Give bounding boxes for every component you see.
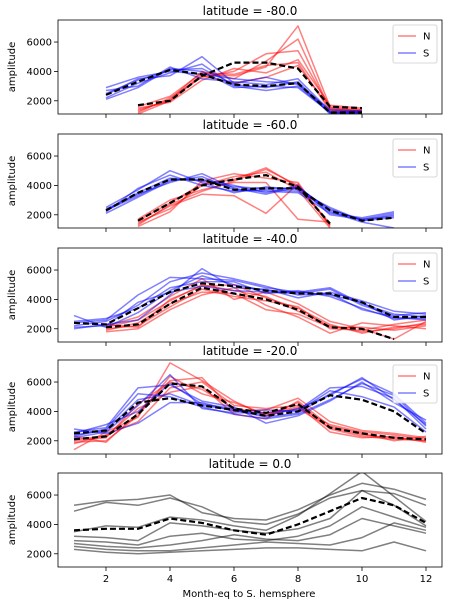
mean-line-0 (105, 286, 395, 341)
x-axis-label: Month-eq to S. hemsphere (183, 589, 316, 600)
series-line-N-4 (137, 183, 331, 226)
series-line-S-8 (105, 169, 395, 228)
y-tick-label: 2000 (27, 96, 52, 107)
mean-line-0 (73, 496, 427, 536)
plot-frame (57, 359, 443, 455)
chart-title: latitude = -60.0 (203, 118, 298, 132)
chart-title: latitude = -20.0 (203, 344, 298, 358)
series-line-N-3 (73, 381, 427, 445)
y-tick-label: 4000 (27, 67, 52, 78)
legend: NS (392, 252, 438, 292)
legend: NS (392, 364, 438, 404)
series-line-eq-1 (73, 489, 427, 526)
y-tick-label: 2000 (27, 436, 52, 447)
y-tick-label: 6000 (27, 266, 52, 277)
series-line-eq-5 (73, 517, 427, 549)
chart-panel-1: latitude = -60.0 amplitude 2000 4000 6000 NS (7, 118, 443, 232)
y-tick-label: 6000 (27, 38, 52, 49)
y-tick-label: 4000 (27, 407, 52, 418)
x-tick-label: 8 (295, 574, 301, 585)
series-line-S-10 (73, 382, 427, 438)
chart-title: latitude = -80.0 (203, 4, 298, 18)
mean-line-1 (105, 68, 362, 114)
series-line-N-0 (137, 168, 331, 226)
series-line-eq-3 (73, 489, 427, 542)
y-axis-label: amplitude (7, 156, 18, 207)
mean-line-0 (137, 173, 331, 225)
series-line-N-2 (105, 286, 427, 334)
legend-label-S: S (423, 49, 429, 60)
y-axis-label: amplitude (7, 495, 18, 546)
series-line-eq-7 (73, 541, 427, 555)
series-line-eq-0 (73, 482, 427, 521)
series-line-S-10 (105, 174, 395, 222)
legend-label-S: S (423, 163, 429, 174)
mean-line-1 (105, 178, 395, 222)
plot-frame (57, 247, 443, 343)
chart-title: latitude = -40.0 (203, 232, 298, 246)
legend: NS (392, 138, 438, 178)
series-line-eq-4 (73, 506, 427, 546)
series-line-N-2 (137, 181, 331, 223)
legend-label-N: N (423, 260, 430, 271)
series-line-S-7 (73, 272, 427, 327)
legend-label-S: S (423, 277, 429, 288)
legend-label-N: N (423, 372, 430, 383)
series-line-eq-6 (73, 522, 427, 552)
chart-panel-2: latitude = -40.0 amplitude 2000 4000 6000 NS (7, 232, 443, 346)
series-line-S-11 (73, 276, 427, 324)
y-tick-label: 2000 (27, 324, 52, 335)
y-axis-label: amplitude (7, 270, 18, 321)
legend-label-S: S (423, 389, 429, 400)
legend-label-N: N (423, 32, 430, 43)
mean-line-0 (73, 382, 427, 441)
chart-panel-4: latitude = 0.0 amplitude 2000 4000 6000 2 4 6 8 1… (7, 457, 443, 585)
series-line-N-4 (137, 61, 363, 112)
x-tick-label: 12 (420, 574, 433, 585)
plot-frame (57, 133, 443, 229)
x-tick-label: 6 (231, 574, 237, 585)
chart-panel-0: latitude = -80.0 amplitude 2000 4000 6000 NS (7, 4, 443, 118)
plot-frame (57, 472, 443, 568)
y-tick-label: 2000 (27, 210, 52, 221)
x-tick-label: 2 (103, 574, 109, 585)
plot-frame (57, 19, 443, 115)
y-tick-label: 2000 (27, 549, 52, 560)
y-tick-label: 6000 (27, 491, 52, 502)
y-tick-label: 4000 (27, 520, 52, 531)
series-line-N-5 (73, 375, 427, 444)
x-tick-label: 4 (167, 574, 173, 585)
mean-line-1 (73, 282, 426, 326)
chart-title: latitude = 0.0 (209, 457, 292, 471)
mean-line-0 (137, 61, 363, 110)
series-line-S-11 (73, 376, 427, 435)
series-line-S-11 (105, 178, 395, 220)
y-tick-label: 4000 (27, 295, 52, 306)
chart-panel-3: latitude = -20.0 amplitude 2000 4000 6000 NS (7, 344, 443, 458)
series-line-N-3 (137, 172, 331, 228)
series-line-eq-2 (73, 473, 427, 533)
x-tick-label: 10 (356, 574, 369, 585)
y-axis-label: amplitude (7, 382, 18, 433)
legend: NS (392, 24, 438, 64)
y-tick-label: 6000 (27, 378, 52, 389)
legend-label-N: N (423, 146, 430, 157)
series-line-N-3 (137, 58, 363, 109)
y-tick-label: 4000 (27, 181, 52, 192)
y-tick-label: 6000 (27, 152, 52, 163)
mean-line-1 (73, 394, 427, 435)
y-axis-label: amplitude (7, 42, 18, 93)
series-line-S-10 (73, 285, 427, 329)
